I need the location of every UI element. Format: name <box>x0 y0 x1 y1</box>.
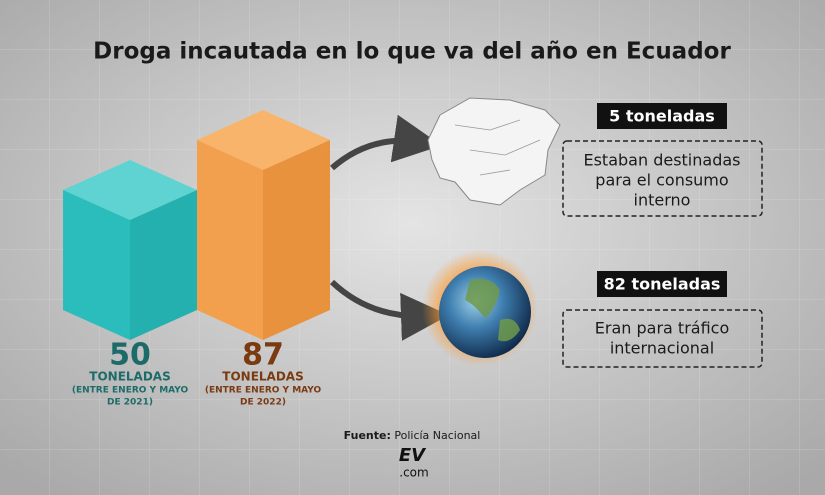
period: DE 2022) <box>240 398 286 408</box>
box-2021 <box>63 160 197 340</box>
box-2022 <box>197 110 330 340</box>
logo-suffix: .com <box>399 466 428 480</box>
amount-badge <box>597 103 727 129</box>
description: para el consumo <box>595 171 728 190</box>
arrow <box>329 279 449 341</box>
source: Fuente: Policía Nacional <box>344 429 481 442</box>
amount: 82 toneladas <box>604 275 721 294</box>
title: Droga incautada en lo que va del año en … <box>93 39 731 65</box>
map-borders <box>454 119 541 176</box>
description: interno <box>634 191 691 210</box>
period: (ENTRE ENERO Y MAYO <box>205 386 322 396</box>
description-box <box>562 140 763 217</box>
unit: TONELADAS <box>89 370 170 384</box>
logo-mark: EV <box>399 445 427 466</box>
description: Eran para tráfico <box>595 319 729 338</box>
period: DE 2021) <box>107 398 153 408</box>
description: Estaban destinadas <box>583 151 740 170</box>
arrow <box>330 114 442 171</box>
unit: TONELADAS <box>222 370 303 384</box>
label-2021: 50 TONELADAS (ENTRE ENERO Y MAYO DE 2021… <box>72 338 189 408</box>
amount-badge <box>597 271 727 297</box>
period: (ENTRE ENERO Y MAYO <box>72 386 189 396</box>
description-box <box>562 309 763 368</box>
value: 87 <box>242 338 284 373</box>
globe-land <box>465 278 520 342</box>
amount: 5 toneladas <box>609 107 715 126</box>
value: 50 <box>109 338 151 373</box>
label-2022: 87 TONELADAS (ENTRE ENERO Y MAYO DE 2022… <box>205 338 322 408</box>
description: internacional <box>610 339 714 358</box>
source-label: Fuente: <box>344 429 391 442</box>
source-text: Policía Nacional <box>394 429 480 442</box>
ecuador-map <box>427 97 561 206</box>
